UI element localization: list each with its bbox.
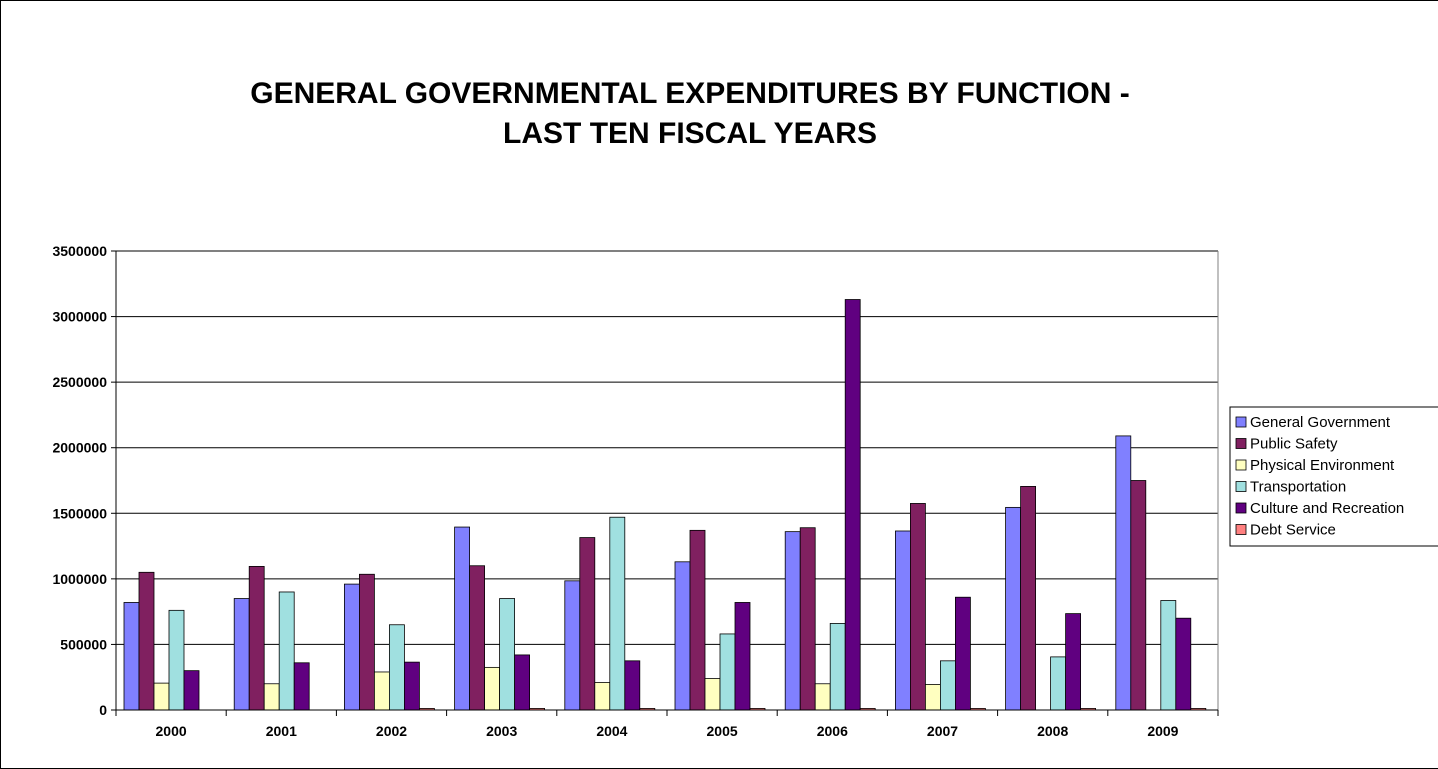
legend-box [1229, 406, 1438, 547]
gridlines [116, 250, 1218, 645]
x-tick-label: 2000 [156, 723, 187, 739]
bar [719, 633, 736, 711]
bar [123, 602, 140, 711]
bar [579, 537, 596, 711]
y-tick-label: 3000000 [52, 309, 107, 325]
legend-entry-label: Debt Service [1250, 522, 1336, 539]
bar [1050, 656, 1066, 711]
bar [1005, 506, 1021, 711]
bar [183, 670, 200, 711]
bar [925, 684, 941, 711]
bar [248, 565, 265, 711]
x-tick-label: 2009 [1147, 723, 1178, 739]
bar [263, 683, 280, 711]
x-tick-label: 2002 [376, 723, 407, 739]
bar [940, 660, 956, 711]
bar [1160, 600, 1177, 711]
bar [624, 660, 641, 711]
bar [514, 654, 530, 711]
bar [293, 662, 310, 711]
y-tick-label: 0 [99, 702, 107, 718]
bar [343, 583, 360, 711]
y-tick-label: 1000000 [52, 571, 107, 587]
bar [689, 529, 706, 711]
legend-swatch [1235, 502, 1247, 514]
x-tick-labels: 2000 2001 2002 2003 2004 2005 2006 2007 2008 2009 [156, 723, 1179, 739]
bar [233, 598, 250, 711]
bar [469, 565, 486, 711]
y-tick-label: 500000 [60, 636, 107, 652]
legend-entry-label: Physical Environment [1250, 457, 1395, 474]
bar [1130, 480, 1147, 711]
bar [564, 580, 581, 711]
legend: General Government Public Safety Physical … [1229, 406, 1438, 547]
bar [454, 526, 471, 711]
bar [358, 573, 375, 711]
bar [910, 503, 926, 711]
y-tick-label: 3500000 [52, 243, 107, 259]
bar [609, 516, 626, 711]
bar [373, 671, 390, 711]
y-tick-label: 2000000 [52, 440, 107, 456]
bar [594, 682, 611, 711]
y-tick-label: 1500000 [52, 505, 107, 521]
bar [1115, 435, 1132, 711]
legend-swatch [1235, 438, 1247, 449]
legend-swatch [1235, 459, 1247, 471]
x-tick-label: 2003 [486, 723, 517, 739]
bar [829, 623, 846, 711]
bar [734, 602, 751, 711]
bar [814, 683, 831, 711]
x-tick-label: 2008 [1037, 723, 1068, 739]
legend-swatch [1235, 481, 1247, 492]
bar [388, 624, 405, 711]
x-tick-label: 2006 [817, 723, 848, 739]
legend-swatch [1235, 416, 1247, 428]
legend-entry-label: General Government [1250, 414, 1391, 431]
bar [704, 678, 721, 711]
y-tick-label: 2500000 [52, 374, 107, 390]
x-tick-label: 2007 [927, 723, 958, 739]
bar [278, 591, 295, 711]
legend-swatch [1235, 524, 1247, 535]
bar [955, 596, 971, 711]
bar [138, 571, 155, 711]
bar [153, 682, 170, 711]
bar [784, 531, 801, 711]
bar [484, 666, 501, 711]
x-tick-label: 2001 [266, 723, 297, 739]
legend-entry-label: Culture and Recreation [1250, 500, 1404, 517]
axes [111, 250, 1219, 716]
legend-entry-label: Public Safety [1250, 436, 1338, 453]
bars [123, 299, 1207, 711]
x-tick-label: 2005 [707, 723, 738, 739]
bar [799, 527, 816, 711]
y-tick-labels: 0 500000 1000000 1500000 2000000 2500000 30000… [52, 243, 107, 718]
chart-title: GENERAL GOVERNMENTAL EXPENDITURES BY FUN… [120, 74, 1260, 154]
chart-title-line-2: LAST TEN FISCAL YEARS [503, 117, 877, 150]
bar [168, 609, 185, 711]
bar [499, 598, 516, 711]
x-tick-label: 2004 [596, 723, 627, 739]
bar [1065, 613, 1081, 711]
chart-title-line-1: GENERAL GOVERNMENTAL EXPENDITURES BY FUN… [250, 77, 1130, 110]
bar [1020, 486, 1036, 711]
bar [1175, 617, 1192, 711]
legend-entry-label: Transportation [1250, 479, 1346, 496]
bar [403, 661, 420, 711]
bar [674, 561, 691, 711]
bar [895, 530, 911, 711]
bar [844, 299, 861, 711]
